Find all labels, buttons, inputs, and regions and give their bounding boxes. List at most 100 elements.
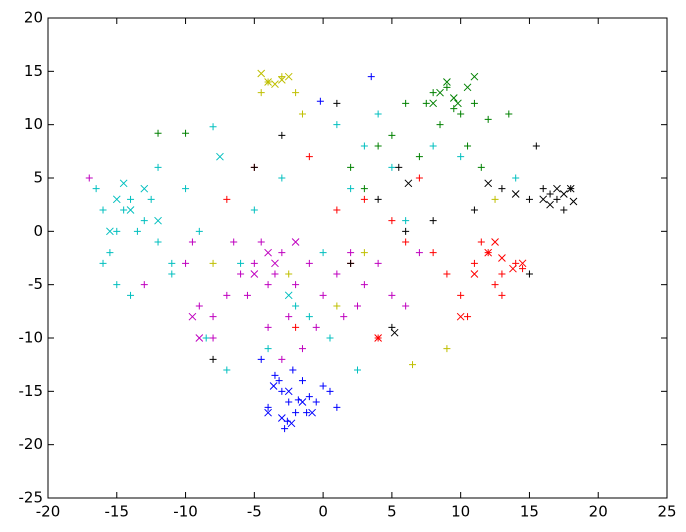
point [275, 377, 283, 385]
point [127, 195, 135, 203]
point [287, 419, 296, 428]
point [470, 206, 478, 214]
point [347, 259, 355, 267]
y-tick-label: 5 [33, 169, 43, 187]
point [316, 97, 324, 105]
point [360, 142, 368, 150]
point [505, 110, 513, 118]
point [140, 217, 148, 225]
point [333, 403, 341, 411]
point [477, 238, 485, 246]
point [195, 302, 203, 310]
point [429, 217, 437, 225]
point [553, 195, 561, 203]
point [402, 302, 410, 310]
point [464, 142, 472, 150]
point [388, 163, 396, 171]
point [271, 270, 279, 278]
point [470, 72, 479, 81]
point [566, 184, 575, 193]
point [264, 403, 272, 411]
point [85, 174, 93, 182]
y-tick-label: -20 [19, 435, 44, 453]
point [264, 408, 272, 417]
point [312, 323, 320, 331]
point [509, 264, 517, 273]
x-tick-label: 15 [520, 503, 539, 521]
x-tick-label: 5 [387, 503, 397, 521]
point [264, 248, 272, 257]
point [333, 206, 341, 214]
point [326, 387, 334, 395]
point [257, 89, 265, 97]
point [518, 259, 527, 268]
point [168, 270, 176, 278]
point [498, 270, 506, 278]
point [92, 185, 100, 193]
point [106, 249, 114, 257]
point [99, 259, 107, 267]
point [470, 259, 478, 267]
point [340, 313, 348, 321]
point [443, 83, 451, 91]
point [271, 80, 279, 88]
point [271, 371, 279, 379]
point [374, 259, 382, 267]
point [264, 281, 272, 289]
point [333, 99, 341, 107]
point [553, 184, 561, 193]
point [298, 110, 306, 118]
point [285, 313, 293, 321]
point [454, 99, 462, 108]
point [491, 195, 499, 203]
point [281, 425, 289, 433]
point [456, 312, 465, 321]
y-tick-label: 0 [33, 222, 43, 240]
point [119, 179, 128, 188]
point [223, 366, 231, 374]
point [147, 195, 155, 203]
point [532, 142, 540, 150]
y-tick-label: -5 [28, 275, 43, 293]
point [470, 270, 479, 278]
point [216, 152, 224, 161]
point [278, 174, 286, 182]
point [374, 142, 382, 150]
point [257, 69, 266, 78]
point [436, 121, 444, 129]
point [360, 249, 368, 257]
point [284, 72, 293, 81]
point [560, 206, 568, 214]
point [354, 366, 361, 374]
point [154, 163, 162, 171]
point [402, 217, 410, 225]
point [292, 281, 300, 289]
point [209, 313, 217, 321]
point [298, 345, 306, 353]
point [209, 355, 217, 363]
point [305, 313, 313, 321]
y-tick-label: 10 [24, 115, 43, 133]
point [292, 323, 300, 331]
point [133, 227, 141, 235]
point [278, 355, 286, 363]
point [292, 302, 300, 310]
point [347, 163, 355, 171]
point [223, 195, 231, 203]
point [257, 355, 265, 363]
point [284, 291, 293, 300]
point [126, 206, 135, 214]
point [512, 174, 520, 182]
point [237, 259, 245, 267]
point [443, 345, 451, 353]
point [292, 89, 300, 97]
point [99, 206, 107, 214]
x-tick-label: 25 [657, 503, 676, 521]
point [559, 190, 568, 198]
point [415, 153, 423, 161]
point [477, 163, 485, 171]
point [470, 99, 478, 107]
point [264, 323, 272, 331]
